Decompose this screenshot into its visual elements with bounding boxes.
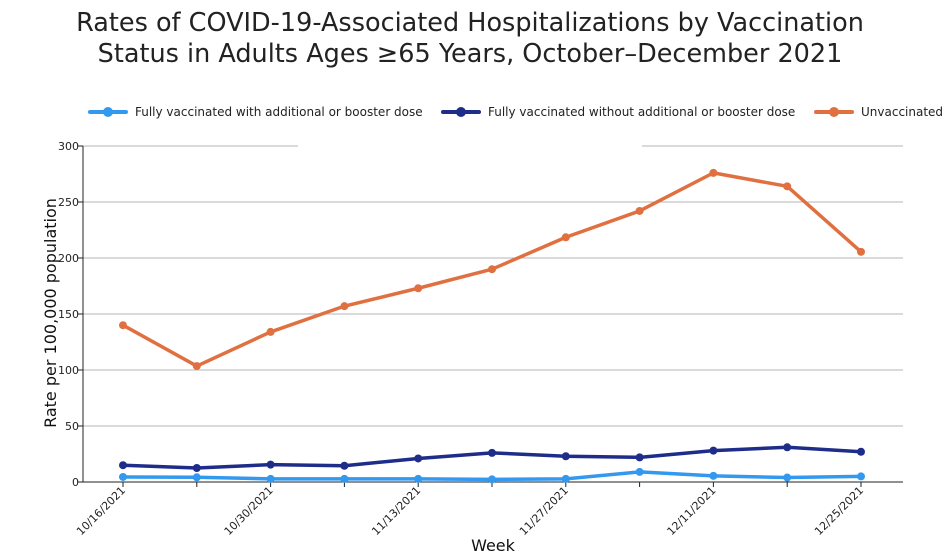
chart-title: Rates of COVID-19-Associated Hospitaliza… bbox=[0, 8, 940, 70]
data-point-1-8[interactable] bbox=[709, 446, 718, 455]
data-point-2-3[interactable] bbox=[340, 302, 349, 311]
data-point-2-0[interactable] bbox=[119, 321, 127, 330]
x-axis-label: Week bbox=[471, 536, 516, 554]
legend-item-unvaccinated[interactable]: Unvaccinated bbox=[814, 102, 943, 122]
y-tick-label-200: 200 bbox=[58, 252, 79, 265]
chart-legend: Fully vaccinated with additional or boos… bbox=[0, 102, 948, 122]
data-point-1-9[interactable] bbox=[783, 443, 792, 452]
y-tick-label-0: 0 bbox=[72, 476, 79, 489]
data-point-1-2[interactable] bbox=[266, 460, 275, 469]
series-group bbox=[119, 168, 865, 484]
data-point-1-7[interactable] bbox=[635, 453, 644, 462]
data-point-2-10[interactable] bbox=[857, 247, 865, 256]
legend-label-booster: Fully vaccinated with additional or boos… bbox=[135, 105, 423, 119]
data-point-2-9[interactable] bbox=[783, 182, 792, 191]
data-point-2-2[interactable] bbox=[266, 327, 275, 336]
series-0 bbox=[119, 467, 865, 484]
data-point-0-2[interactable] bbox=[266, 474, 275, 483]
y-tick-label-100: 100 bbox=[58, 364, 79, 377]
data-point-1-1[interactable] bbox=[192, 464, 201, 472]
x-tick-label-2: 10/30/2021 bbox=[222, 484, 276, 538]
x-tick-label-10: 12/25/2021 bbox=[812, 484, 866, 538]
data-point-1-0[interactable] bbox=[119, 461, 127, 470]
data-point-1-10[interactable] bbox=[857, 447, 865, 456]
y-tick-label-150: 150 bbox=[58, 308, 79, 321]
legend-label-no-booster: Fully vaccinated without additional or b… bbox=[488, 105, 796, 119]
chart-title-line-1: Rates of COVID-19-Associated Hospitaliza… bbox=[76, 8, 864, 38]
y-tick-label-300: 300 bbox=[58, 140, 79, 153]
legend-swatch-no-booster bbox=[441, 105, 481, 119]
series-1 bbox=[119, 443, 865, 472]
data-point-0-5[interactable] bbox=[488, 475, 496, 484]
data-point-0-0[interactable] bbox=[119, 472, 127, 481]
legend-item-booster[interactable]: Fully vaccinated with additional or boos… bbox=[88, 102, 423, 122]
data-point-2-5[interactable] bbox=[488, 265, 496, 274]
legend-swatch-booster bbox=[88, 105, 128, 119]
data-point-1-6[interactable] bbox=[561, 452, 570, 461]
data-point-1-4[interactable] bbox=[414, 454, 423, 463]
data-point-0-4[interactable] bbox=[414, 474, 423, 483]
y-tick-label-50: 50 bbox=[65, 420, 79, 433]
data-point-0-3[interactable] bbox=[340, 474, 349, 483]
legend-swatch-unvaccinated bbox=[814, 105, 854, 119]
chart-title-line-2: Status in Adults Ages ≥65 Years, October… bbox=[97, 39, 843, 69]
y-axis-label: Rate per 100,000 population bbox=[41, 198, 60, 428]
x-axis-ticks: 10/16/2021 10/30/2021 11/13/2021 11/27/2021… bbox=[74, 482, 866, 538]
data-point-1-3[interactable] bbox=[340, 461, 349, 470]
legend-item-no-booster[interactable]: Fully vaccinated without additional or b… bbox=[441, 102, 795, 122]
data-point-0-8[interactable] bbox=[709, 471, 718, 480]
data-point-2-1[interactable] bbox=[192, 362, 201, 371]
y-tick-label-250: 250 bbox=[58, 196, 79, 209]
data-point-0-9[interactable] bbox=[783, 473, 792, 482]
x-tick-label-8: 12/11/2021 bbox=[664, 484, 718, 538]
x-tick-label-4: 11/13/2021 bbox=[369, 484, 423, 538]
data-point-2-7[interactable] bbox=[635, 206, 644, 215]
data-point-1-5[interactable] bbox=[488, 448, 496, 457]
x-tick-label-6: 11/27/2021 bbox=[517, 484, 571, 538]
legend-label-unvaccinated: Unvaccinated bbox=[861, 105, 944, 119]
series-2 bbox=[119, 168, 865, 371]
data-point-0-6[interactable] bbox=[561, 474, 570, 483]
data-point-0-10[interactable] bbox=[857, 472, 865, 481]
data-point-2-8[interactable] bbox=[709, 168, 718, 177]
grid-lines bbox=[83, 145, 903, 427]
y-axis-ticks: 0 50 100 150 200 250 300 bbox=[58, 140, 83, 489]
data-point-2-6[interactable] bbox=[561, 233, 570, 242]
data-point-0-1[interactable] bbox=[192, 473, 201, 482]
x-tick-label-0: 10/16/2021 bbox=[74, 484, 128, 538]
data-point-0-7[interactable] bbox=[635, 467, 644, 476]
data-point-2-4[interactable] bbox=[414, 284, 423, 293]
